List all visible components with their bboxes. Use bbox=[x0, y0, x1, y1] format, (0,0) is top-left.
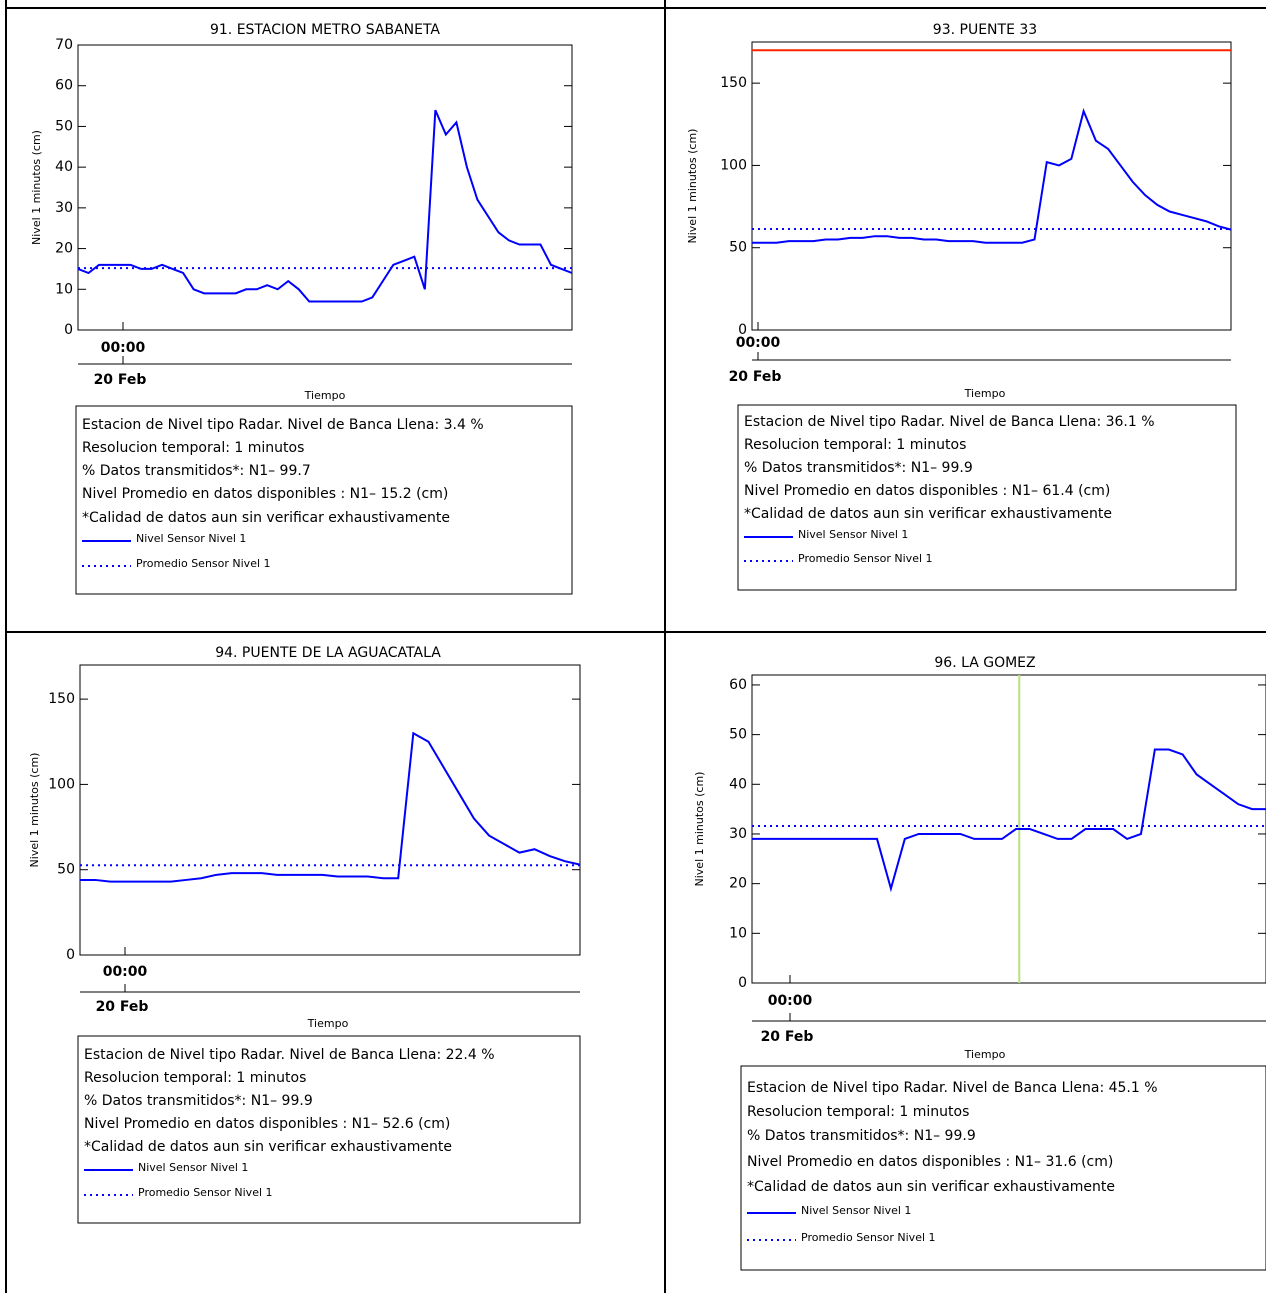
x-axis-label: Tiempo bbox=[964, 1048, 1006, 1061]
chart-title: 94. PUENTE DE LA AGUACATALA bbox=[215, 645, 441, 661]
x-date-label: 20 Feb bbox=[96, 999, 149, 1015]
x-axis-label: Tiempo bbox=[307, 1017, 349, 1030]
y-tick-label: 50 bbox=[729, 240, 747, 256]
y-axis-label: Nivel 1 minutos (cm) bbox=[28, 753, 41, 868]
y-tick-label: 60 bbox=[729, 677, 747, 693]
info-line: Estacion de Nivel tipo Radar. Nivel de B… bbox=[82, 417, 484, 433]
x-date-label: 20 Feb bbox=[94, 372, 147, 388]
y-tick-label: 20 bbox=[55, 241, 73, 257]
level-line bbox=[77, 109, 573, 303]
info-box bbox=[75, 405, 573, 595]
y-tick-label: 10 bbox=[729, 925, 747, 941]
level-line bbox=[752, 107, 1232, 244]
legend-label: Nivel Sensor Nivel 1 bbox=[801, 1204, 911, 1217]
y-tick-label: 60 bbox=[55, 78, 73, 94]
plot-frame bbox=[751, 41, 1232, 331]
info-line: Nivel Promedio en datos disponibles : N1… bbox=[84, 1116, 450, 1132]
y-tick-label: 0 bbox=[66, 947, 75, 963]
y-tick-label: 70 bbox=[55, 37, 73, 53]
info-box bbox=[740, 1065, 1266, 1271]
plot-frame bbox=[79, 664, 581, 956]
info-line: % Datos transmitidos*: N1– 99.9 bbox=[84, 1093, 313, 1109]
info-line: % Datos transmitidos*: N1– 99.9 bbox=[747, 1128, 976, 1144]
level-line bbox=[80, 731, 581, 883]
chart-title: 93. PUENTE 33 bbox=[933, 22, 1037, 38]
chart-title: 96. LA GOMEZ bbox=[934, 655, 1035, 671]
legend-label: Promedio Sensor Nivel 1 bbox=[138, 1186, 273, 1199]
x-tick-label: 00:00 bbox=[103, 964, 148, 980]
plot-frame bbox=[751, 674, 1266, 984]
y-axis-label: Nivel 1 minutos (cm) bbox=[693, 772, 706, 887]
x-tick-label: 00:00 bbox=[768, 993, 813, 1009]
y-tick-label: 0 bbox=[738, 975, 747, 991]
info-line: *Calidad de datos aun sin verificar exha… bbox=[747, 1179, 1115, 1195]
y-tick-label: 0 bbox=[64, 322, 73, 338]
legend-label: Promedio Sensor Nivel 1 bbox=[798, 552, 933, 565]
plot-frame bbox=[77, 44, 573, 331]
x-tick-label: 00:00 bbox=[736, 335, 781, 351]
y-tick-label: 50 bbox=[729, 727, 747, 743]
info-line: % Datos transmitidos*: N1– 99.7 bbox=[82, 463, 311, 479]
info-line: Nivel Promedio en datos disponibles : N1… bbox=[744, 483, 1110, 499]
x-axis-label: Tiempo bbox=[964, 387, 1006, 400]
chart-title: 91. ESTACION METRO SABANETA bbox=[210, 22, 440, 38]
y-tick-label: 40 bbox=[729, 776, 747, 792]
legend-label: Nivel Sensor Nivel 1 bbox=[798, 528, 908, 541]
y-tick-label: 150 bbox=[720, 75, 747, 91]
x-axis-label: Tiempo bbox=[304, 389, 346, 402]
legend-label: Nivel Sensor Nivel 1 bbox=[136, 532, 246, 545]
x-tick-label: 00:00 bbox=[101, 340, 146, 356]
legend-label: Promedio Sensor Nivel 1 bbox=[136, 557, 271, 570]
info-line: Estacion de Nivel tipo Radar. Nivel de B… bbox=[744, 414, 1155, 430]
y-axis-label: Nivel 1 minutos (cm) bbox=[30, 130, 43, 245]
info-line: Resolucion temporal: 1 minutos bbox=[82, 440, 304, 456]
y-axis-label: Nivel 1 minutos (cm) bbox=[686, 129, 699, 244]
info-line: Resolucion temporal: 1 minutos bbox=[747, 1104, 969, 1120]
x-date-label: 20 Feb bbox=[761, 1029, 814, 1045]
info-line: % Datos transmitidos*: N1– 99.9 bbox=[744, 460, 973, 476]
info-line: Estacion de Nivel tipo Radar. Nivel de B… bbox=[747, 1080, 1158, 1096]
y-tick-label: 20 bbox=[729, 876, 747, 892]
info-line: Resolucion temporal: 1 minutos bbox=[84, 1070, 306, 1086]
legend-label: Nivel Sensor Nivel 1 bbox=[138, 1161, 248, 1174]
info-line: Nivel Promedio en datos disponibles : N1… bbox=[82, 486, 448, 502]
info-line: *Calidad de datos aun sin verificar exha… bbox=[84, 1139, 452, 1155]
y-tick-label: 50 bbox=[55, 118, 73, 134]
y-tick-label: 30 bbox=[55, 200, 73, 216]
x-date-label: 20 Feb bbox=[729, 369, 782, 385]
y-tick-label: 150 bbox=[48, 691, 75, 707]
info-box bbox=[737, 404, 1237, 591]
info-line: Estacion de Nivel tipo Radar. Nivel de B… bbox=[84, 1047, 495, 1063]
y-tick-label: 0 bbox=[738, 322, 747, 338]
info-line: Resolucion temporal: 1 minutos bbox=[744, 437, 966, 453]
info-line: Nivel Promedio en datos disponibles : N1… bbox=[747, 1154, 1113, 1170]
y-tick-label: 10 bbox=[55, 281, 73, 297]
y-tick-label: 40 bbox=[55, 159, 73, 175]
legend-label: Promedio Sensor Nivel 1 bbox=[801, 1231, 936, 1244]
y-tick-label: 30 bbox=[729, 826, 747, 842]
info-box bbox=[77, 1035, 581, 1224]
y-tick-label: 100 bbox=[720, 157, 747, 173]
y-tick-label: 100 bbox=[48, 776, 75, 792]
info-line: *Calidad de datos aun sin verificar exha… bbox=[82, 510, 450, 526]
level-line bbox=[752, 748, 1266, 893]
info-line: *Calidad de datos aun sin verificar exha… bbox=[744, 506, 1112, 522]
y-tick-label: 50 bbox=[57, 862, 75, 878]
